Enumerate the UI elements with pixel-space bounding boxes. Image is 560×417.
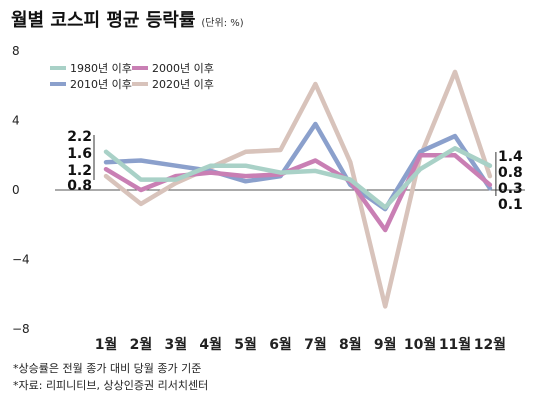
chart-title: 월별 코스피 평균 등락률 bbox=[11, 10, 196, 31]
x-tick-label: 7월 bbox=[304, 336, 327, 353]
data-label-left: 2.2 bbox=[67, 129, 92, 145]
y-tick-label: 8 bbox=[12, 44, 20, 58]
data-label-left: 0.8 bbox=[67, 178, 92, 194]
x-tick-label: 9월 bbox=[374, 336, 397, 353]
x-tick-label: 5월 bbox=[234, 336, 257, 353]
legend-label: 2010년 이후 bbox=[70, 78, 132, 91]
x-tick-label: 10월 bbox=[404, 336, 436, 353]
series-line-3 bbox=[103, 121, 493, 212]
legend-label: 2000년 이후 bbox=[152, 62, 214, 75]
data-label-right: 0.1 bbox=[498, 197, 523, 213]
x-tick-label: 12월 bbox=[474, 336, 506, 353]
note-line: *자료: 리피니티브, 상상인증권 리서치센터 bbox=[13, 379, 209, 392]
notes: *상승률은 전월 종가 대비 당월 종가 기준 *자료: 리피니티브, 상상인증… bbox=[13, 360, 208, 394]
series-line-1 bbox=[103, 146, 493, 210]
x-tick-label: 8월 bbox=[339, 336, 362, 353]
data-label-left: 1.6 bbox=[67, 146, 92, 162]
unit-label: (단위: %) bbox=[201, 18, 244, 29]
x-tick-label: 1월 bbox=[95, 336, 118, 353]
x-tick-label: 4월 bbox=[199, 336, 222, 353]
y-tick-label: −4 bbox=[12, 253, 30, 267]
data-label-right: 1.4 bbox=[498, 149, 523, 165]
legend-label: 1980년 이후 bbox=[70, 62, 132, 75]
x-tick-label: 2월 bbox=[130, 336, 153, 353]
y-tick-label: 0 bbox=[12, 183, 20, 197]
series-line-4 bbox=[103, 69, 493, 309]
x-tick-label: 11월 bbox=[439, 336, 471, 353]
title-row: 월별 코스피 평균 등락률 (단위: %) bbox=[11, 6, 244, 32]
y-tick-label: −8 bbox=[12, 322, 30, 336]
data-label-right: 0.8 bbox=[498, 165, 523, 181]
x-tick-label: 6월 bbox=[269, 336, 292, 353]
legend-label: 2020년 이후 bbox=[152, 78, 214, 91]
y-tick-label: 4 bbox=[12, 114, 20, 128]
data-label-right: 0.3 bbox=[498, 181, 523, 197]
x-tick-label: 3월 bbox=[164, 336, 187, 353]
data-label-left: 1.2 bbox=[67, 163, 92, 179]
note-line: *상승률은 전월 종가 대비 당월 종가 기준 bbox=[13, 362, 202, 375]
